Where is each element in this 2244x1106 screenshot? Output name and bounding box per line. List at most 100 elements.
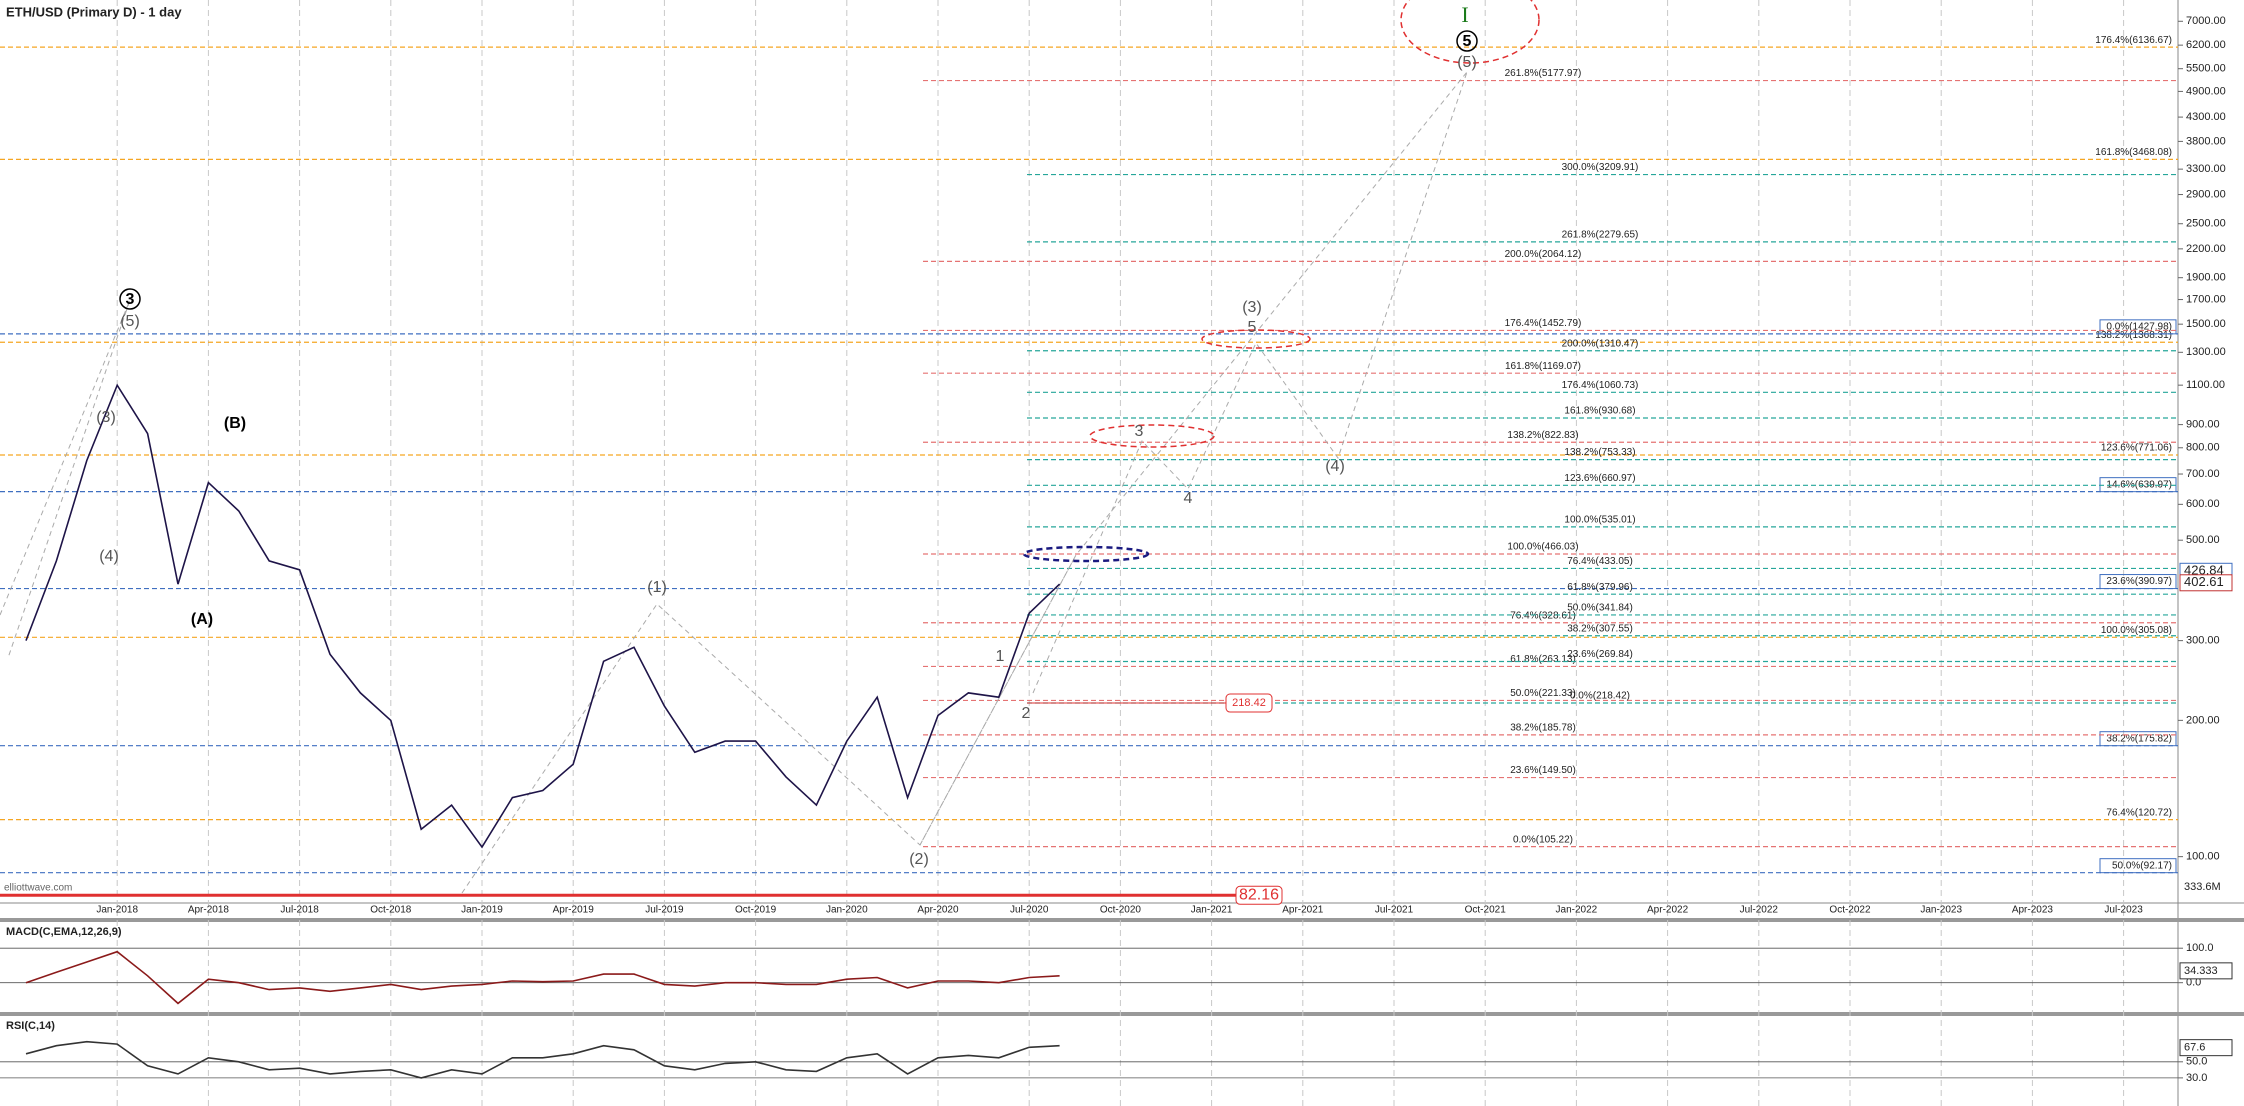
wave-label: (4) <box>99 548 119 565</box>
fib-label: 138.2%(753.33) <box>1564 447 1635 458</box>
x-tick-label: Oct-2022 <box>1829 905 1871 916</box>
fib-label: 61.8%(379.96) <box>1567 582 1633 593</box>
fib-label: 200.0%(2064.12) <box>1505 249 1582 260</box>
fib-label: 50.0%(221.33) <box>1510 688 1576 699</box>
projection-line <box>1032 71 1468 694</box>
fib-label: 300.0%(3209.91) <box>1562 162 1639 173</box>
y-tick-label: 1100.00 <box>2186 379 2225 391</box>
y-tick-label: 1500.00 <box>2186 318 2226 330</box>
projections <box>0 71 1468 894</box>
target-ellipses <box>1022 0 1540 563</box>
fib-label: 38.2%(185.78) <box>1510 723 1576 734</box>
y-tick-label: 500.00 <box>2186 534 2220 546</box>
target-ellipse <box>1022 545 1150 563</box>
wave-labels: 3 (5) (3) (4) (B) (A) (1) (2) 1 2 3 4 (3… <box>96 2 1478 868</box>
fib-label: 176.4%(1060.73) <box>1562 380 1639 391</box>
x-tick-label: Jul-2020 <box>1010 905 1049 916</box>
price-line <box>25 950 1060 1005</box>
y-tick-label: 200.00 <box>2186 714 2220 726</box>
fib-label: 38.2%(175.82) <box>2106 733 2172 744</box>
fib-label: 200.0%(1310.47) <box>1562 338 1639 349</box>
fib-label: 123.6%(771.06) <box>2101 443 2172 454</box>
y-tick-label: 2900.00 <box>2186 188 2226 200</box>
wave-label: (B) <box>224 415 246 432</box>
y-tick-label: 900.00 <box>2186 419 2220 431</box>
wave-label: (1) <box>647 579 667 596</box>
marker-box <box>1225 693 1273 713</box>
x-tick-label: Jan-2022 <box>1556 905 1598 916</box>
marker-label: 82.16 <box>1239 887 1279 904</box>
y-tick-label: 300.00 <box>2186 635 2220 647</box>
fib-label: 76.4%(433.05) <box>1567 556 1633 567</box>
fib-label: 76.4%(328.61) <box>1510 610 1576 621</box>
fib-label: 23.6%(390.97) <box>2106 576 2172 587</box>
x-tick-label: Apr-2021 <box>1282 905 1324 916</box>
y-tick-label: 1300.00 <box>2186 346 2226 358</box>
y-tick-label: 100.0 <box>2186 942 2214 954</box>
fib-label: 161.8%(930.68) <box>1564 406 1635 417</box>
fib-label: 76.4%(120.72) <box>2106 807 2172 818</box>
y-tick-label: 2200.00 <box>2186 243 2226 255</box>
wave-circle <box>119 288 141 310</box>
price-line <box>25 1040 1060 1079</box>
x-tick-label: Jan-2019 <box>461 905 503 916</box>
wave-label: (2) <box>909 851 929 868</box>
wave-circle <box>1456 30 1478 52</box>
wave-label: 4 <box>1184 490 1193 507</box>
wave-label: 3 <box>126 291 135 308</box>
wave-label: I <box>1461 2 1468 27</box>
wave-label: (3) <box>1242 299 1262 316</box>
fib-label: 138.2%(822.83) <box>1507 430 1578 441</box>
x-tick-label: Apr-2020 <box>917 905 959 916</box>
fib-label: 61.8%(263.13) <box>1510 654 1576 665</box>
y-tick-label: 30.0 <box>2186 1072 2207 1084</box>
y-tick-label: 3300.00 <box>2186 163 2226 175</box>
value-box <box>2179 1039 2233 1057</box>
x-tick-label: Jul-2021 <box>1375 905 1414 916</box>
fib-label: 138.2%(1368.31) <box>2095 330 2172 341</box>
x-tick-label: Jul-2018 <box>280 905 319 916</box>
fib-label: 100.0%(535.01) <box>1564 515 1635 526</box>
marker-label: 218.42 <box>1232 697 1266 709</box>
fib-label: 23.6%(269.84) <box>1567 649 1633 660</box>
wave-label: (5) <box>1457 54 1477 71</box>
x-tick-label: Oct-2021 <box>1465 905 1507 916</box>
fib-label: 0.0%(1427.98) <box>2106 321 2172 332</box>
fib-box <box>2099 319 2177 335</box>
y-tick-label: 5500.00 <box>2186 63 2226 75</box>
pane-divider <box>0 1012 2244 1016</box>
projection-line <box>919 71 1468 846</box>
target-ellipse <box>1201 329 1311 349</box>
fib-box <box>2099 858 2177 874</box>
x-tick-label: Apr-2022 <box>1647 905 1689 916</box>
projection-line <box>461 554 1077 894</box>
fib-label: 50.0%(92.17) <box>2112 860 2172 871</box>
volume-label: 333.6M <box>2184 881 2221 893</box>
fib-box <box>2099 477 2177 493</box>
wave-label: (A) <box>191 611 213 628</box>
wave-label: (4) <box>1325 458 1345 475</box>
x-tick-label: Jan-2020 <box>826 905 868 916</box>
x-tick-label: Apr-2019 <box>553 905 595 916</box>
x-tick-label: Oct-2019 <box>735 905 777 916</box>
price-label: 402.61 <box>2184 574 2224 589</box>
x-tick-label: Jul-2019 <box>645 905 684 916</box>
target-ellipse <box>1089 424 1215 448</box>
x-tick-label: Jul-2023 <box>2104 905 2143 916</box>
y-tick-label: 50.0 <box>2186 1056 2207 1068</box>
x-tick-label: Apr-2023 <box>2012 905 2054 916</box>
value-label: 34.333 <box>2184 965 2218 977</box>
y-tick-label: 4300.00 <box>2186 111 2226 123</box>
value-box <box>2179 962 2233 980</box>
y-tick-label: 1900.00 <box>2186 272 2226 284</box>
fib-label: 161.8%(1169.07) <box>1505 361 1581 372</box>
fib-label: 176.4%(6136.67) <box>2095 35 2172 46</box>
y-tick-label: 800.00 <box>2186 442 2220 454</box>
fib-label: 161.8%(3468.08) <box>2095 147 2172 158</box>
watermark: elliottwave.com <box>4 883 72 894</box>
y-tick-label: 6200.00 <box>2186 39 2226 51</box>
price-line <box>25 383 1061 849</box>
fib-label: 0.0%(218.42) <box>1570 691 1630 702</box>
fib-label: 100.0%(305.08) <box>2101 625 2172 636</box>
